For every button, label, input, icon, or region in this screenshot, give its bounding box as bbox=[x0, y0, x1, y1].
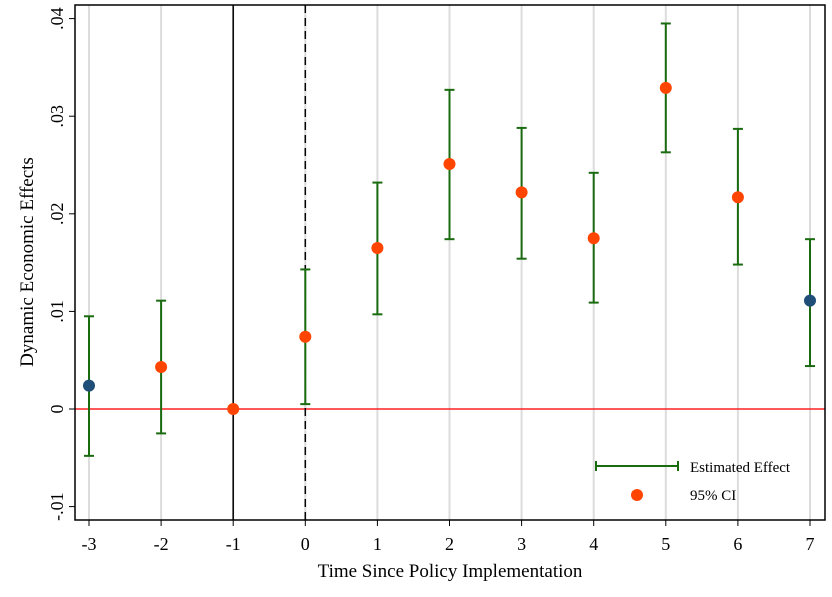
data-point bbox=[443, 158, 456, 171]
y-tick-label: .03 bbox=[47, 105, 67, 128]
data-point bbox=[731, 191, 744, 204]
legend-label-95-ci: 95% CI bbox=[690, 488, 736, 504]
y-axis: -.01 0 .01 .02 .03 .04 bbox=[47, 7, 75, 521]
y-tick-label: 0 bbox=[47, 405, 67, 414]
x-axis: -3 -2 -1 0 1 2 3 4 5 6 7 bbox=[82, 520, 815, 554]
grid-lines bbox=[88, 5, 811, 520]
data-point bbox=[659, 81, 672, 94]
data-marks bbox=[83, 22, 816, 457]
x-tick-label: 3 bbox=[517, 534, 526, 554]
x-axis-label: Time Since Policy Implementation bbox=[318, 561, 583, 582]
legend-label-estimated-effect: Estimated Effect bbox=[690, 460, 791, 476]
data-point bbox=[587, 232, 600, 245]
data-point bbox=[299, 330, 312, 343]
data-point bbox=[155, 361, 168, 374]
reference-lines bbox=[75, 5, 825, 520]
y-tick-label: .01 bbox=[47, 300, 67, 323]
data-point bbox=[227, 403, 240, 415]
data-point bbox=[83, 379, 95, 392]
data-point bbox=[804, 294, 816, 307]
data-point bbox=[371, 241, 384, 254]
x-tick-label: 5 bbox=[661, 534, 670, 554]
x-tick-label: 6 bbox=[733, 534, 742, 554]
x-tick-label: -2 bbox=[154, 534, 169, 554]
legend: Estimated Effect 95% CI bbox=[595, 460, 791, 504]
y-tick-label: .02 bbox=[47, 203, 67, 226]
x-tick-label: 4 bbox=[589, 534, 598, 554]
data-point bbox=[515, 186, 528, 199]
legend-dot-marker bbox=[631, 489, 643, 501]
y-tick-label: .04 bbox=[47, 7, 67, 30]
x-tick-label: 0 bbox=[301, 534, 310, 554]
x-tick-label: 1 bbox=[373, 534, 382, 554]
x-tick-label: -1 bbox=[226, 534, 241, 554]
y-axis-label: Dynamic Economic Effects bbox=[17, 157, 38, 367]
y-tick-label: -.01 bbox=[47, 492, 67, 520]
x-tick-label: 7 bbox=[806, 534, 815, 554]
x-tick-label: 2 bbox=[445, 534, 454, 554]
x-tick-label: -3 bbox=[82, 534, 97, 554]
